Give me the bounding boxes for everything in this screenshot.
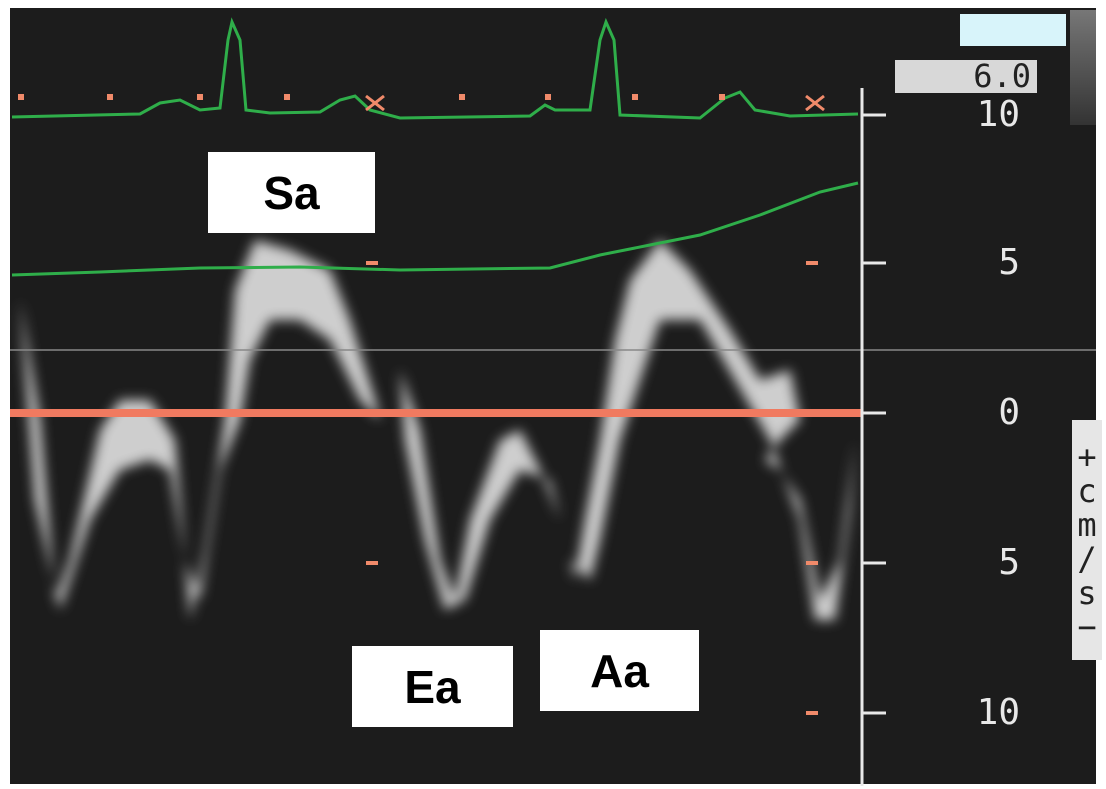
scale-label: 10 xyxy=(940,97,1020,133)
doppler-screen: 6.0 10 5 0 5 10 +cm/s− Sa Ea Aa xyxy=(0,0,1106,789)
scale-label: 5 xyxy=(940,245,1020,281)
sa-label: Sa xyxy=(208,152,375,233)
aa-label: Aa xyxy=(540,630,699,711)
scale-label: 5 xyxy=(940,545,1020,581)
indicator xyxy=(960,14,1066,46)
gray-bar xyxy=(1070,10,1096,125)
unit-label: +cm/s− xyxy=(1072,420,1102,660)
ea-label: Ea xyxy=(352,646,513,727)
page: {"labels": {"sa": "Sa", "ea": "Ea", "aa"… xyxy=(0,0,1106,789)
scale-label: 10 xyxy=(940,695,1020,731)
scale-label: 0 xyxy=(940,395,1020,431)
depth-readout: 6.0 xyxy=(895,60,1037,93)
